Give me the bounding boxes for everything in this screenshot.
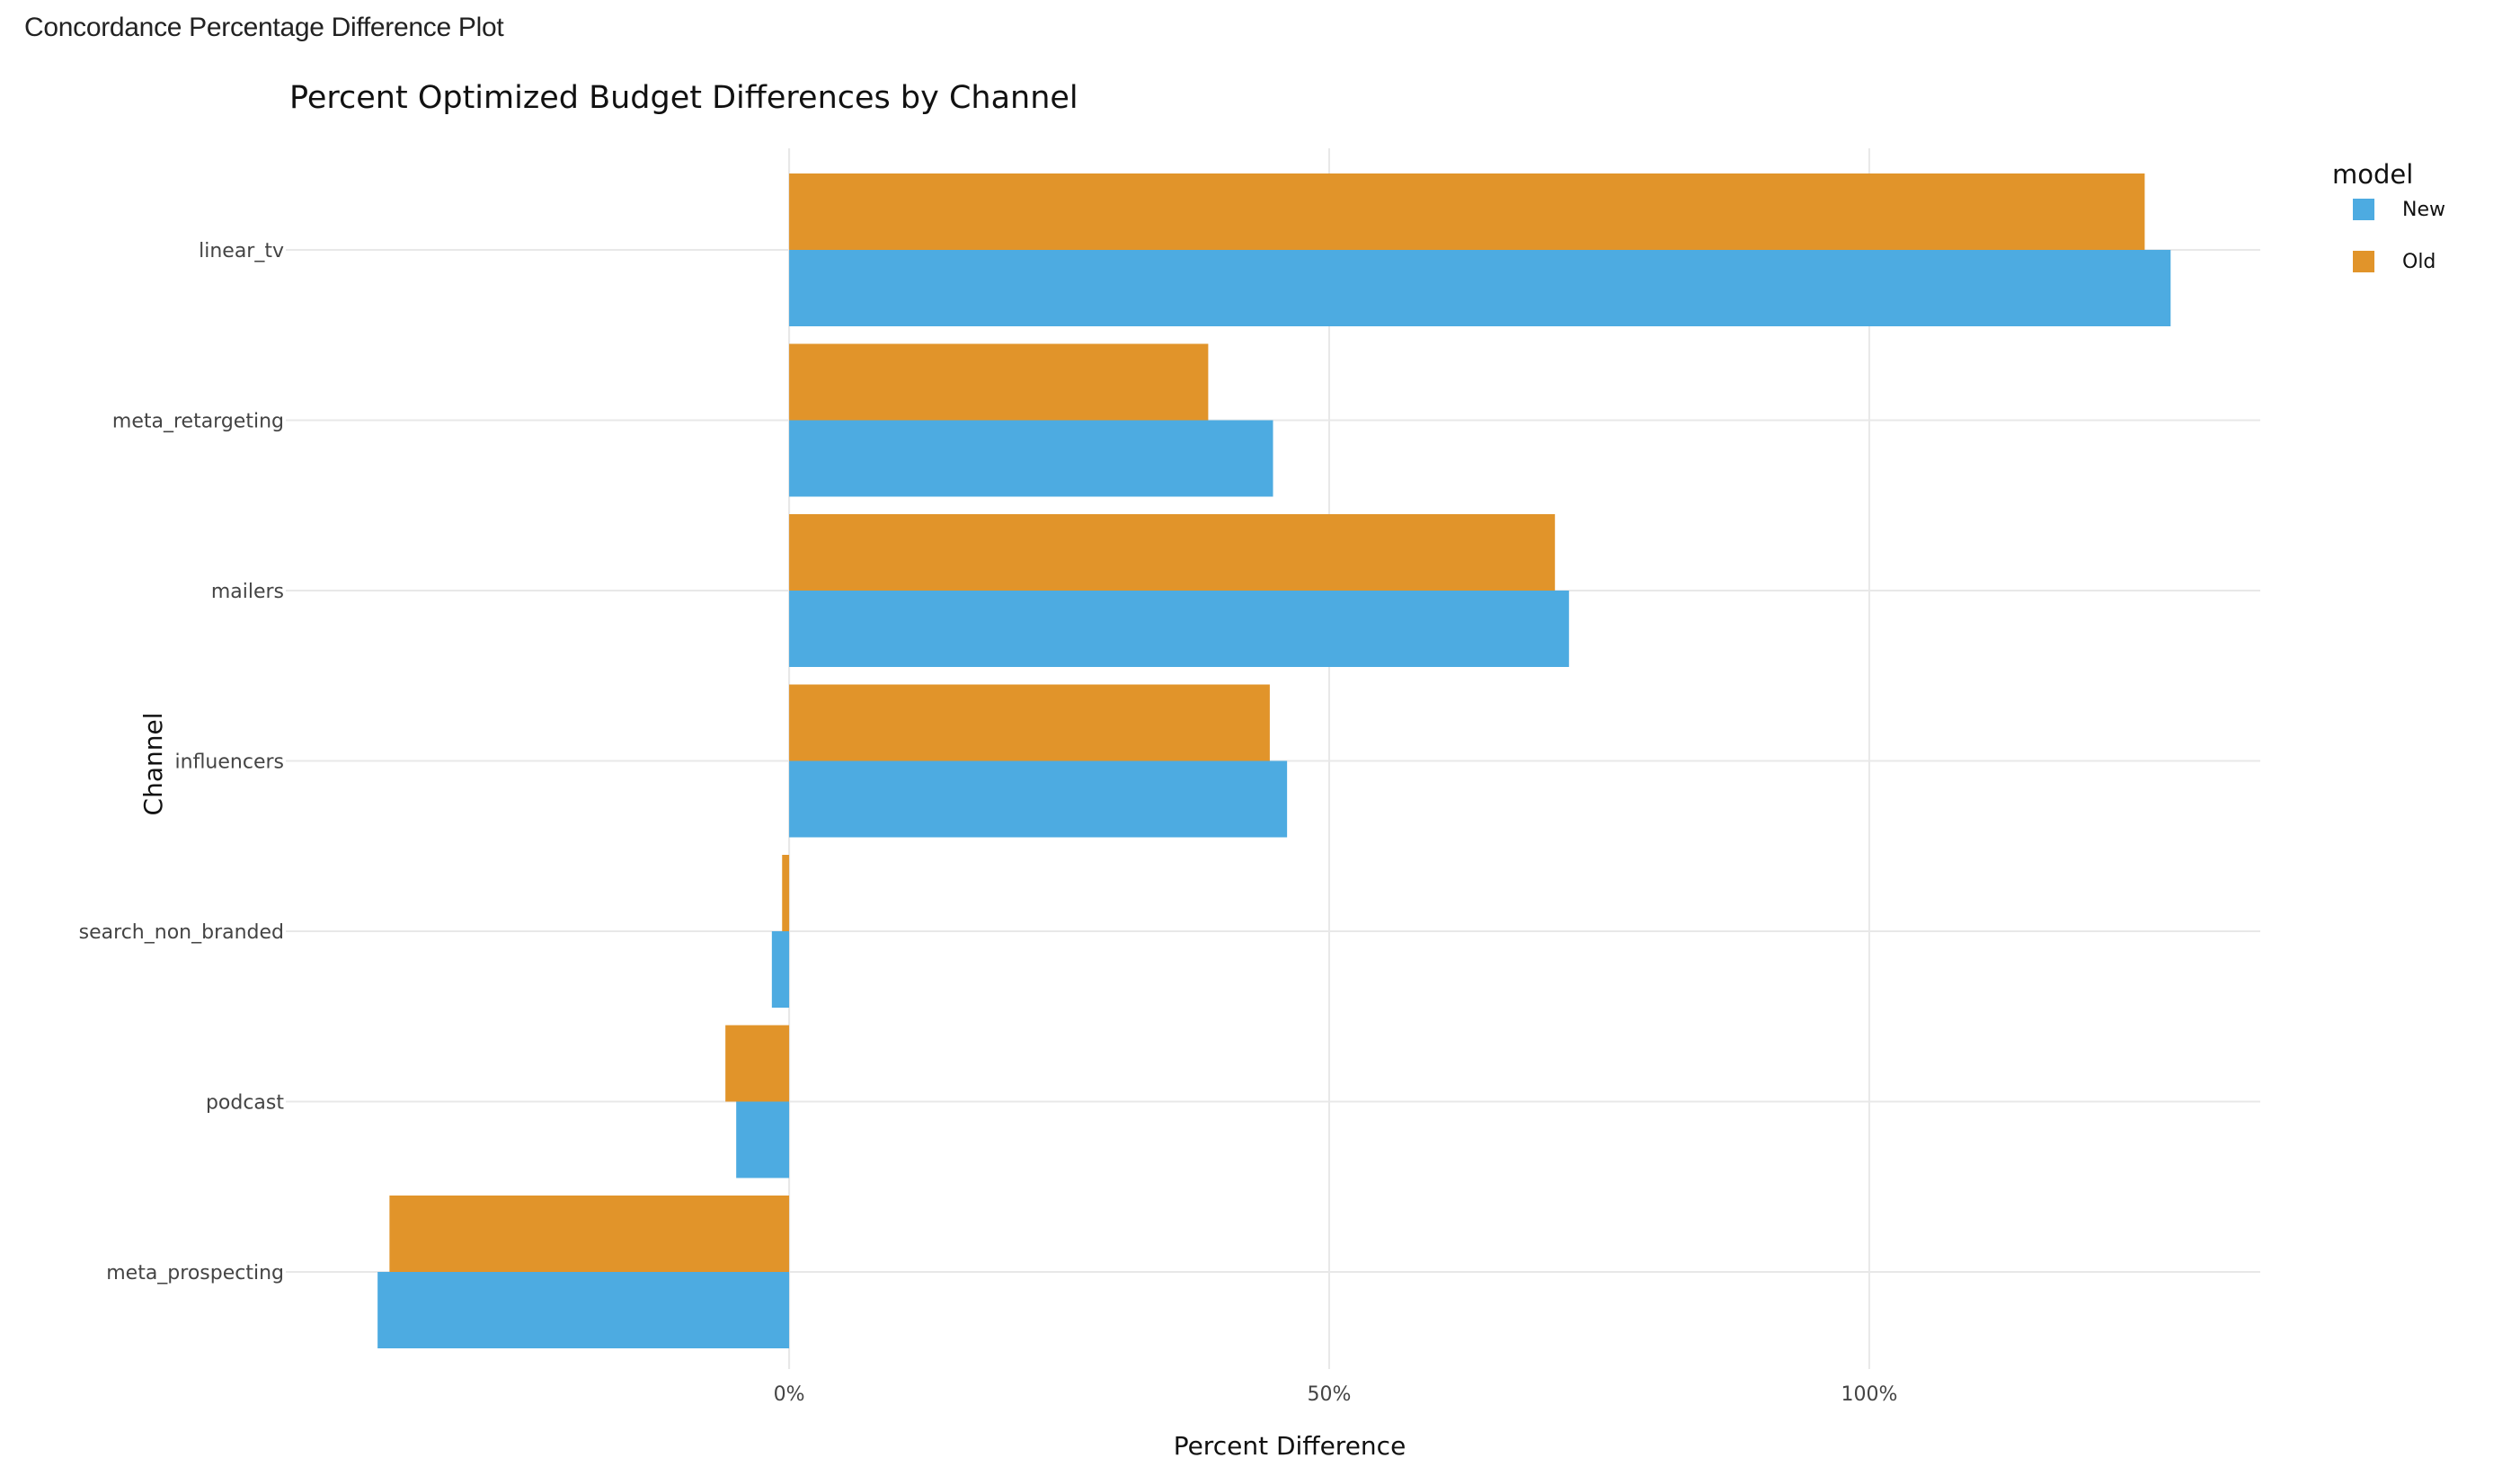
bar-new-linear-tv[interactable] [789,250,2171,326]
bar-old-meta-prospecting[interactable] [389,1196,790,1272]
bar-new-mailers[interactable] [789,591,1569,667]
bar-old-influencers[interactable] [789,684,1270,761]
x-tick-label: 100% [1841,1383,1897,1406]
bar-old-linear-tv[interactable] [789,173,2145,250]
y-axis-title: Channel [138,713,168,816]
chart-title: Percent Optimized Budget Differences by … [289,80,1078,116]
grid-layer [286,148,2260,1369]
page-title: Concordance Percentage Difference Plot [24,13,504,42]
y-tick-label-search-non-branded: search_non_branded [79,921,284,944]
legend-swatch-old[interactable] [2353,251,2374,272]
y-tick-label-influencers: influencers [175,751,284,774]
bar-old-mailers[interactable] [789,514,1556,591]
bar-old-search-non-branded[interactable] [782,855,790,931]
bar-new-meta-retargeting[interactable] [789,420,1273,497]
bar-old-podcast[interactable] [725,1025,790,1102]
legend-label-old[interactable]: Old [2402,251,2436,273]
y-tick-label-podcast: podcast [206,1092,284,1115]
bar-new-podcast[interactable] [736,1101,790,1178]
legend: model New Old [2332,159,2445,273]
legend-title: model [2332,159,2413,190]
y-tick-label-meta-retargeting: meta_retargeting [112,411,284,433]
y-tick-label-mailers: mailers [211,581,284,603]
legend-label-new[interactable]: New [2402,199,2445,221]
x-axis-tick-labels: 0% 50% 100% [774,1383,1898,1406]
bar-new-meta-prospecting[interactable] [377,1272,790,1348]
y-tick-label-meta-prospecting: meta_prospecting [106,1262,284,1285]
x-axis-title: Percent Difference [1174,1431,1406,1458]
bar-new-influencers[interactable] [789,760,1288,838]
y-tick-label-linear-tv: linear_tv [199,240,284,262]
bar-new-search-non-branded[interactable] [771,931,790,1008]
x-tick-label: 0% [774,1383,805,1406]
bars-layer [377,173,2171,1348]
x-tick-label: 50% [1308,1383,1352,1406]
bar-old-meta-retargeting[interactable] [789,343,1209,421]
legend-swatch-new[interactable] [2353,199,2374,220]
